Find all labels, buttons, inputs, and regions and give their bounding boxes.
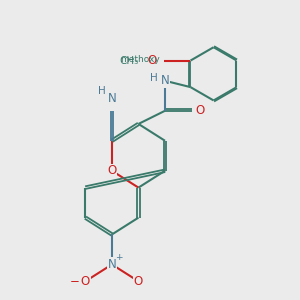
Text: H: H: [98, 86, 105, 96]
Text: CH₃: CH₃: [119, 56, 139, 66]
Text: +: +: [116, 253, 123, 262]
Text: O: O: [195, 104, 204, 117]
Text: H: H: [150, 74, 157, 83]
Text: O: O: [148, 54, 157, 67]
Text: O: O: [134, 275, 143, 288]
Text: −: −: [70, 275, 80, 288]
Text: N: N: [107, 92, 116, 105]
Text: methoxy: methoxy: [120, 55, 160, 64]
Text: N: N: [107, 258, 116, 271]
Text: O: O: [81, 275, 90, 288]
Text: O: O: [107, 164, 116, 177]
Text: N: N: [160, 74, 169, 87]
